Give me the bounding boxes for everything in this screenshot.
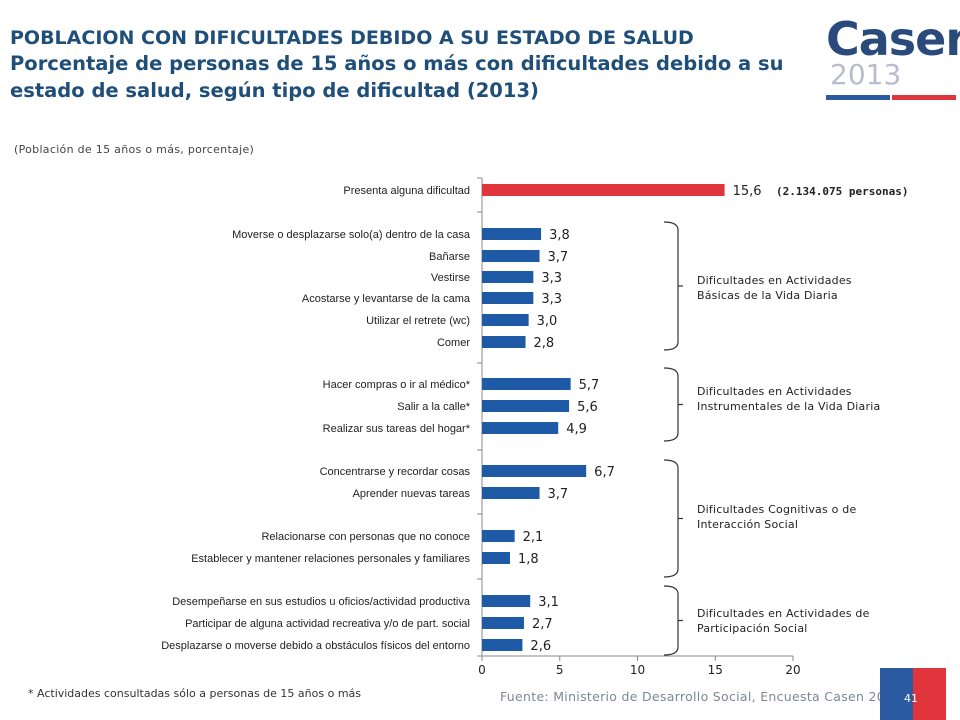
group-label-participacion: Dificultades en Actividades de Participa…: [697, 607, 870, 635]
bar: [482, 336, 526, 348]
page-number: 41: [904, 692, 918, 705]
value-label: 2,8: [534, 336, 555, 351]
title-main: POBLACION CON DIFICULTADES DEBIDO A SU E…: [10, 27, 694, 49]
value-label: 3,8: [549, 228, 570, 243]
value-label: 2,7: [532, 617, 553, 632]
value-label: 3,3: [541, 271, 562, 286]
group-brace: [663, 367, 679, 442]
category-label: Presenta alguna dificultad: [343, 185, 470, 197]
logo-name: Casen: [826, 12, 960, 66]
category-label: Acostarse y levantarse de la cama: [302, 293, 471, 305]
category-label: Desempeñarse en sus estudios u oficios/a…: [172, 596, 471, 608]
logo-blue-bar: [826, 95, 890, 100]
value-label: 3,3: [541, 292, 562, 307]
bar: [482, 250, 540, 262]
value-label: 3,1: [538, 595, 559, 610]
category-label: Comer: [437, 337, 470, 349]
value-label: 15,6: [733, 184, 762, 199]
x-tick-label: 15: [708, 663, 723, 677]
chart-subtitle: (Población de 15 años o más, porcentaje): [14, 143, 255, 156]
logo-red-bar: [892, 95, 956, 100]
bar: [482, 314, 529, 326]
value-label: 3,7: [548, 487, 569, 502]
highlight-note: (2.134.075 personas): [776, 185, 908, 198]
value-label: 3,7: [548, 250, 569, 265]
value-label: 6,7: [594, 465, 615, 480]
bar: [482, 292, 534, 304]
group-brace: [663, 221, 679, 351]
flag-red: [913, 668, 946, 720]
bar: [482, 639, 523, 651]
value-label: 4,9: [566, 422, 587, 437]
bar: [482, 530, 515, 542]
group-label-instrumentales: Dificultades en Actividades Instrumental…: [697, 385, 881, 413]
category-label: Bañarse: [429, 251, 470, 263]
chart-title: POBLACION CON DIFICULTADES DEBIDO A SU E…: [10, 26, 810, 104]
bar: [482, 595, 531, 607]
logo-year: 2013: [830, 58, 902, 91]
group-label-cognitivas: Dificultades Cognitivas o de Interacción…: [697, 503, 857, 531]
category-label: Aprender nuevas tareas: [353, 488, 471, 500]
category-label: Realizar sus tareas del hogar*: [323, 423, 471, 435]
x-tick-label: 0: [478, 663, 486, 677]
group-brace: [663, 459, 679, 578]
bar: [482, 617, 524, 629]
group-label-basicas: Dificultades en Actividades Básicas de l…: [697, 274, 852, 302]
footnote: * Actividades consultadas sólo a persona…: [28, 687, 362, 700]
x-tick-label: 20: [785, 663, 800, 677]
bar: [482, 184, 725, 196]
bar: [482, 422, 559, 434]
source-note: Fuente: Ministerio de Desarrollo Social,…: [500, 689, 902, 704]
flag-blue: [880, 668, 913, 720]
bar: [482, 228, 542, 240]
value-label: 5,6: [577, 400, 598, 415]
value-label: 3,0: [537, 314, 558, 329]
bar: [482, 465, 587, 477]
group-brace: [663, 585, 679, 656]
x-tick-label: 10: [630, 663, 645, 677]
category-label: Participar de alguna actividad recreativ…: [185, 618, 470, 630]
x-tick-label: 5: [556, 663, 564, 677]
category-label: Relacionarse con personas que no conoce: [261, 531, 470, 543]
title-sub: Porcentaje de personas de 15 años o más …: [10, 52, 784, 102]
casen-logo: Casen 2013: [826, 8, 960, 100]
category-label: Salir a la calle*: [397, 401, 470, 413]
category-label: Establecer y mantener relaciones persona…: [191, 553, 470, 565]
category-label: Hacer compras o ir al médico*: [323, 379, 471, 391]
bar: [482, 378, 571, 390]
value-label: 1,8: [518, 552, 539, 567]
value-label: 2,1: [523, 530, 544, 545]
bar: [482, 400, 570, 412]
value-label: 5,7: [579, 378, 600, 393]
bar: [482, 271, 534, 283]
category-label: Concentrarse y recordar cosas: [320, 466, 471, 478]
bar: [482, 552, 510, 564]
category-label: Desplazarse o moverse debido a obstáculo…: [161, 640, 470, 652]
category-label: Utilizar el retrete (wc): [366, 315, 470, 327]
bar: [482, 487, 540, 499]
page-flag: 41: [880, 668, 946, 720]
value-label: 2,6: [530, 639, 551, 654]
category-label: Vestirse: [431, 272, 470, 284]
category-label: Moverse o desplazarse solo(a) dentro de …: [232, 229, 471, 241]
